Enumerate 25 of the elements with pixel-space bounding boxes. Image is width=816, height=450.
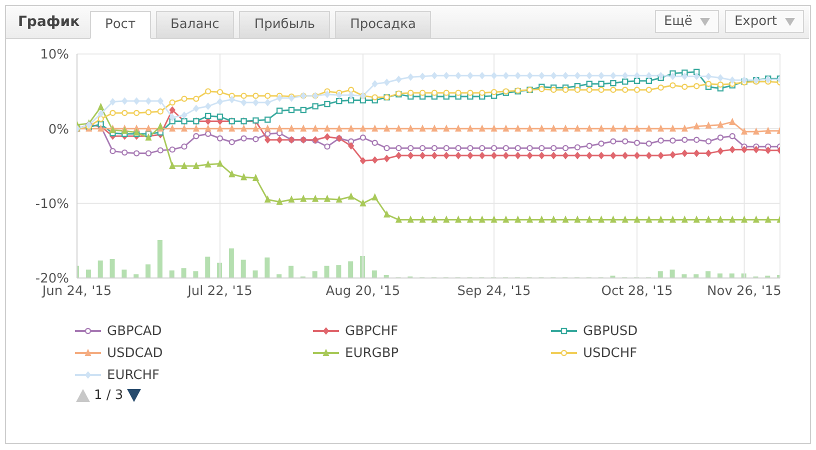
x-tick-label: Nov 26, '15 <box>707 284 782 300</box>
legend-label: EURCHF <box>107 368 160 382</box>
text: Прибыль <box>239 11 330 39</box>
y-tick-label: 0% <box>48 122 69 138</box>
x-tick-label: Jun 24, '15 <box>41 284 112 300</box>
y-tick-label: -10% <box>35 196 69 212</box>
legend-label: GBPUSD <box>583 324 638 338</box>
text: Просадка <box>335 11 431 39</box>
legend-label: GBPCAD <box>107 324 162 338</box>
y-tick-label: 10% <box>40 48 69 63</box>
x-tick-label: Sep 24, '15 <box>457 284 531 300</box>
y-tick-label: -20% <box>35 272 69 287</box>
legend-label: USDCAD <box>107 346 163 360</box>
legend-label: EURGBP <box>345 346 399 360</box>
chart-subtitle: Рост <box>90 11 151 39</box>
legend-label: USDCHF <box>583 346 638 360</box>
text: Баланс <box>156 11 234 39</box>
x-tick-label: Aug 20, '15 <box>326 284 400 300</box>
x-tick-label: Oct 28, '15 <box>601 284 673 300</box>
text: 1 / 3 <box>94 388 124 403</box>
legend-label: GBPCHF <box>345 324 398 338</box>
chart-title: График <box>18 14 80 30</box>
text: Ещё <box>664 14 692 29</box>
text: Export <box>734 14 777 29</box>
x-tick-label: Jul 22, '15 <box>186 284 252 300</box>
